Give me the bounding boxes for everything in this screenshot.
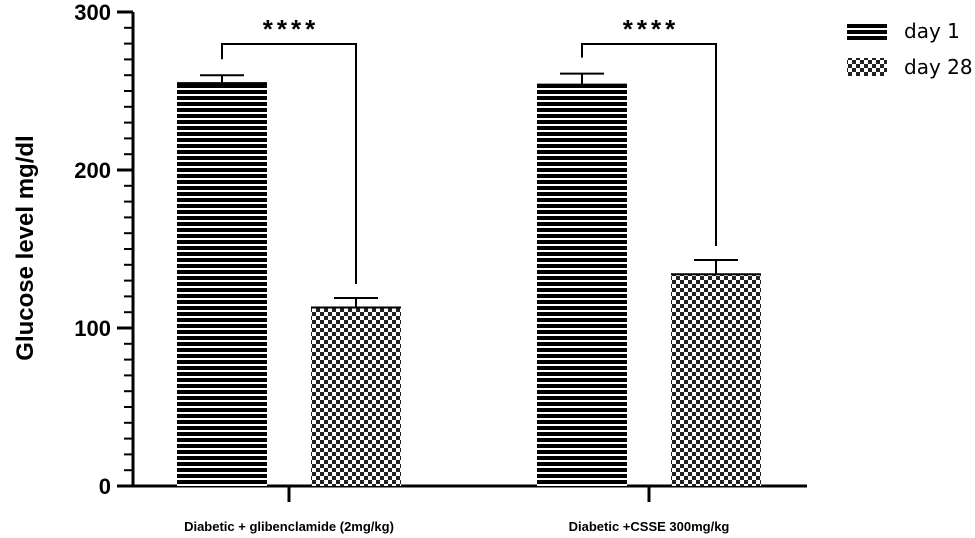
bar	[671, 274, 761, 486]
y-tick-label: 0	[99, 474, 111, 499]
significance-brackets: **** ****	[221, 14, 717, 284]
significance-label: ****	[623, 14, 679, 44]
y-tick-label: 100	[74, 316, 111, 341]
y-tick-label: 300	[74, 0, 111, 25]
significance-bracket	[581, 43, 717, 247]
legend-swatch	[847, 58, 887, 76]
legend-label: day 1	[904, 19, 960, 43]
significance-bracket	[221, 43, 357, 284]
significance-label: ****	[263, 14, 319, 44]
y-axis-label: Glucose level mg/dl	[12, 135, 39, 360]
legend: day 1 day 28	[847, 19, 973, 79]
y-tick-label: 200	[74, 158, 111, 183]
bar	[177, 83, 267, 486]
legend-label: day 28	[904, 55, 973, 79]
x-category-label: Diabetic + glibenclamide (2mg/kg)	[184, 519, 394, 534]
error-bars	[200, 72, 738, 308]
x-category-label: Diabetic +CSSE 300mg/kg	[569, 519, 730, 534]
bar	[311, 307, 401, 486]
bar	[537, 84, 627, 487]
legend-swatch	[847, 22, 887, 40]
bars	[177, 82, 761, 487]
